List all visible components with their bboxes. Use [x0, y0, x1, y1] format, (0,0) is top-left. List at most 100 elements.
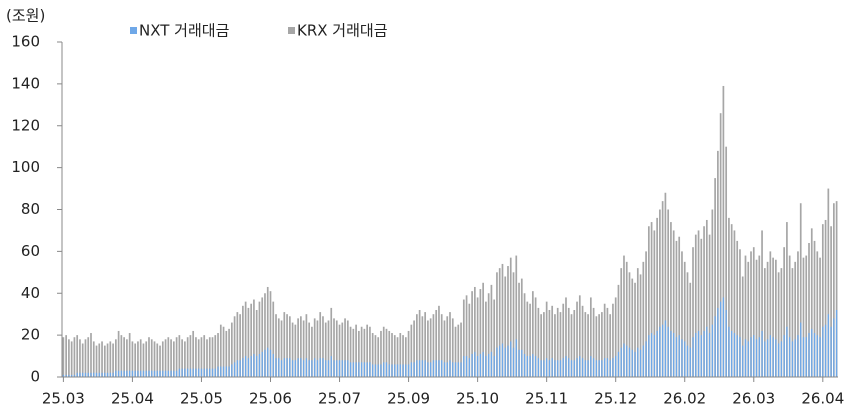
bar [816, 335, 818, 377]
bar [451, 318, 454, 377]
bar [123, 370, 125, 377]
bar [465, 356, 468, 377]
bar [131, 370, 134, 377]
bar [142, 370, 145, 377]
bar [647, 226, 650, 377]
bar [297, 318, 299, 377]
bar [728, 326, 730, 377]
y-tick-label: 40 [21, 284, 40, 302]
bar [786, 326, 788, 377]
y-tick-label: 0 [30, 368, 40, 386]
bar [614, 297, 617, 377]
bar [170, 339, 172, 377]
bar [454, 326, 457, 377]
bar [686, 345, 689, 377]
bar [755, 339, 758, 377]
bar [559, 360, 562, 377]
bar [435, 310, 438, 377]
bar [656, 330, 658, 377]
bar [493, 356, 495, 377]
bar [228, 366, 230, 377]
bar [145, 370, 147, 377]
bar [546, 358, 548, 377]
bar [501, 343, 504, 377]
bar [117, 330, 120, 377]
bar [697, 230, 700, 377]
bar [355, 324, 357, 377]
bar [266, 286, 269, 377]
bar [427, 320, 429, 377]
bar [650, 333, 653, 377]
bar [244, 356, 247, 377]
bar [722, 85, 725, 377]
bar [606, 307, 609, 377]
bar [545, 301, 548, 377]
bar [120, 335, 123, 377]
bar [283, 312, 286, 377]
bar [529, 356, 531, 377]
bar [325, 360, 327, 377]
bar [479, 289, 482, 377]
bar [126, 339, 128, 377]
bar [192, 368, 194, 377]
bar [557, 360, 559, 377]
bar [148, 370, 150, 377]
bar [140, 370, 142, 377]
bar [742, 345, 744, 377]
bar [579, 356, 581, 377]
bar [449, 360, 451, 377]
x-tick-label: 25.04 [111, 390, 154, 408]
bar [562, 303, 565, 377]
bar [195, 337, 197, 377]
bar [341, 360, 343, 377]
bar [631, 349, 633, 377]
bar [802, 257, 805, 377]
bar [794, 261, 797, 377]
bar [695, 333, 697, 377]
bar [783, 247, 785, 377]
bar [440, 314, 443, 377]
bar [634, 282, 636, 377]
bar [578, 295, 581, 377]
bar [783, 335, 785, 377]
bar [739, 337, 741, 377]
bar [344, 318, 346, 377]
bar [358, 362, 360, 377]
bar [777, 343, 780, 377]
bar [347, 360, 349, 377]
bar [568, 358, 570, 377]
bar [98, 343, 101, 377]
y-tick-label: 60 [21, 242, 40, 260]
bar [211, 368, 214, 377]
bar [661, 201, 664, 377]
bar [706, 326, 708, 377]
bar [261, 297, 264, 377]
bar [642, 345, 644, 377]
bar [156, 370, 158, 377]
bar [322, 358, 324, 377]
bar [474, 286, 476, 377]
bar [363, 328, 366, 377]
bar [73, 337, 76, 377]
bar [507, 345, 509, 377]
bar [634, 351, 636, 377]
bar [725, 146, 728, 377]
bar [164, 370, 167, 377]
bar [786, 222, 788, 377]
bar [717, 150, 719, 377]
bar [267, 347, 269, 377]
bar [139, 339, 142, 377]
bar [421, 360, 424, 377]
bar [338, 324, 341, 377]
bar [650, 222, 653, 377]
bar [791, 268, 794, 377]
bar [214, 368, 216, 377]
bar [319, 312, 322, 377]
bar [736, 240, 739, 377]
bar [805, 255, 808, 377]
bar [161, 341, 164, 377]
bar [526, 301, 529, 377]
bar [195, 368, 197, 377]
bar [211, 337, 214, 377]
bar [683, 261, 686, 377]
